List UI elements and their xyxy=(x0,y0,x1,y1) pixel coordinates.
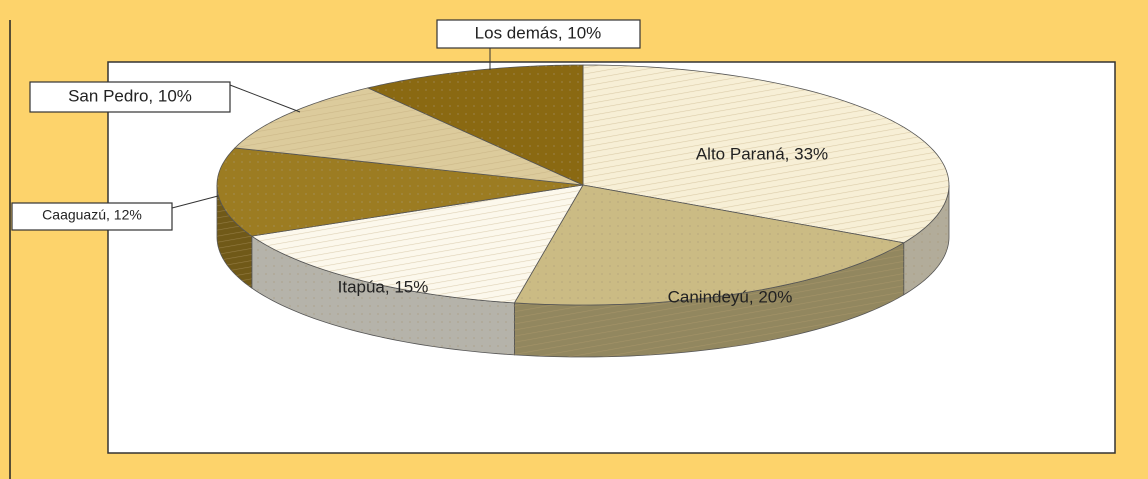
data-label: Los demás, 10% xyxy=(475,23,602,42)
label-box xyxy=(29,81,231,113)
pie-side-texture xyxy=(903,185,949,295)
label-box xyxy=(436,19,641,49)
leader-line xyxy=(171,195,219,209)
pie-slice-texture xyxy=(217,147,583,237)
data-label: Itapúa, 15% xyxy=(338,277,429,296)
pie-slice-texture xyxy=(251,185,583,303)
data-label: Canindeyú, 20% xyxy=(668,287,793,306)
data-label: San Pedro, 10% xyxy=(68,86,192,105)
pie-side-texture xyxy=(251,236,515,355)
pie-slice-texture xyxy=(514,185,904,305)
label-box xyxy=(11,202,173,231)
pie-slice-texture xyxy=(367,65,583,185)
leader-line xyxy=(229,84,301,113)
pie-slice-texture xyxy=(583,65,949,243)
data-label: Alto Paraná, 33% xyxy=(696,144,828,163)
pie-side-texture xyxy=(514,242,904,357)
data-label: Caaguazú, 12% xyxy=(42,207,142,223)
pie-slice-texture xyxy=(234,87,583,185)
pie-side-texture xyxy=(217,185,252,289)
